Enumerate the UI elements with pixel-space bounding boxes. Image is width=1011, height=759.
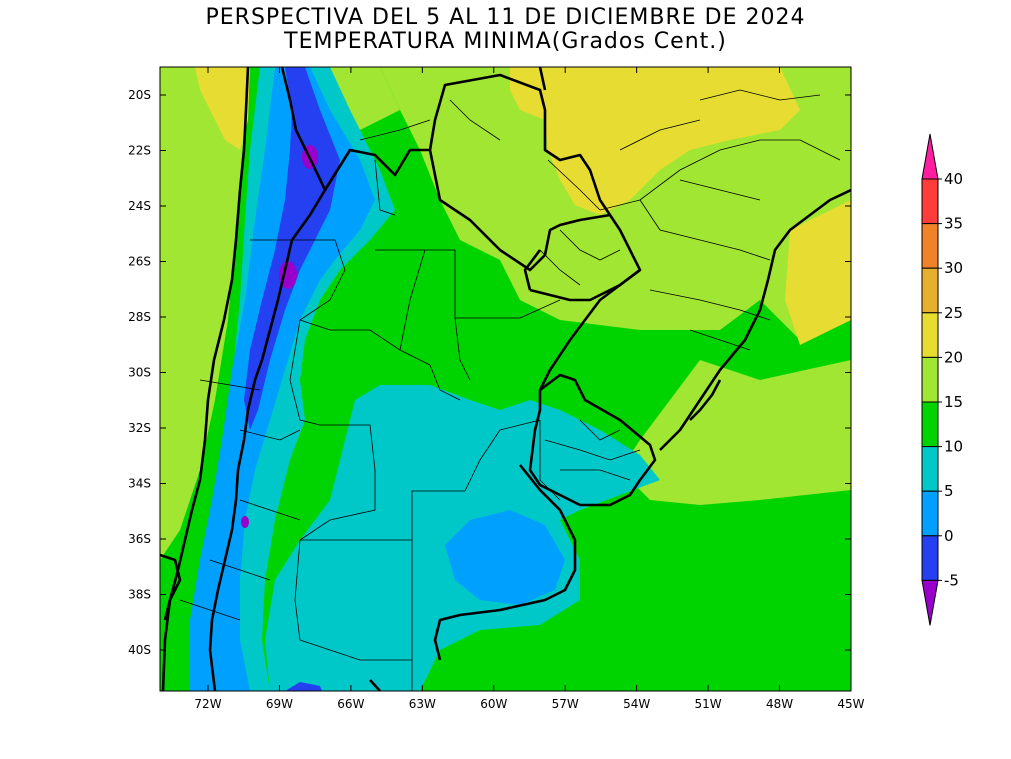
lat-label: 30S: [128, 366, 151, 380]
colorbar-label: 0: [944, 527, 954, 545]
map-title-line-1: PERSPECTIVA DEL 5 AL 11 DE DICIEMBRE DE …: [205, 5, 806, 30]
colorbar-max-arrow: [921, 133, 939, 180]
colorbar-segment: [921, 312, 939, 358]
lon-label: 60W: [480, 697, 507, 711]
lat-label: 40S: [128, 643, 151, 657]
lat-label: 24S: [128, 199, 151, 213]
lat-label: 28S: [128, 310, 151, 324]
field-below-neg5-spot-3: [241, 516, 249, 528]
field-20-25-coast: [785, 200, 851, 345]
lat-label: 36S: [128, 532, 151, 546]
colorbar-label: 15: [944, 393, 963, 411]
field-neg5-0-south: [285, 682, 322, 691]
longitude-axis: 72W 69W 66W 63W 60W 57W 54W 51W 48W 45W: [194, 67, 865, 711]
colorbar-segment: [921, 446, 939, 492]
lon-label: 54W: [623, 697, 650, 711]
field-0-5-andes: [190, 67, 375, 691]
colorbar-segment: [921, 490, 939, 537]
country-borders: [160, 67, 851, 691]
latitude-axis: 20S 22S 24S 26S 28S 30S 32S 34S 36S 38S 40S: [128, 88, 851, 657]
field-15-20-west: [160, 67, 250, 560]
lon-label: 66W: [337, 697, 364, 711]
field-0-5-pampa: [445, 510, 565, 605]
lat-label: 20S: [128, 88, 151, 102]
map-field: [160, 67, 851, 691]
colorbar-label: 30: [944, 259, 963, 277]
colorbar-segment: [921, 535, 939, 581]
map-title-line-2: TEMPERATURA MINIMA(Grados Cent.): [284, 29, 727, 54]
colorbar-label: 5: [944, 482, 954, 500]
colorbar-label: 10: [944, 438, 963, 456]
lon-label: 45W: [837, 697, 864, 711]
lon-label: 57W: [552, 697, 579, 711]
lat-label: 34S: [128, 477, 151, 491]
colorbar-segment: [921, 356, 939, 403]
lon-label: 72W: [194, 697, 221, 711]
field-20-25-west-top: [195, 67, 250, 150]
colorbar-label: 40: [944, 170, 963, 188]
lat-label: 38S: [128, 588, 151, 602]
field-15-20-east: [620, 360, 851, 505]
map-frame: [159, 66, 852, 692]
colorbar-segment: [921, 178, 939, 225]
lon-label: 69W: [266, 697, 293, 711]
lat-label: 32S: [128, 421, 151, 435]
lat-label: 22S: [128, 144, 151, 158]
colorbar-segment: [921, 223, 939, 269]
field-15-20-midnorth: [330, 67, 400, 130]
lat-label: 26S: [128, 255, 151, 269]
colorbar-label: 20: [944, 348, 963, 366]
colorbar-label: 35: [944, 215, 963, 233]
colorbar-min-arrow: [921, 579, 939, 626]
lon-label: 48W: [766, 697, 793, 711]
colorbar-label: -5: [944, 571, 959, 589]
colorbar-label: 25: [944, 304, 963, 322]
colorbar-segment: [921, 267, 939, 314]
field-20-25-brazil: [510, 67, 800, 215]
colorbar: 40 35 30 25 20 15 10 5 0 -5: [921, 133, 963, 626]
lon-label: 63W: [409, 697, 436, 711]
province-borders: [179, 89, 841, 691]
lon-label: 51W: [695, 697, 722, 711]
colorbar-segment: [921, 401, 939, 448]
